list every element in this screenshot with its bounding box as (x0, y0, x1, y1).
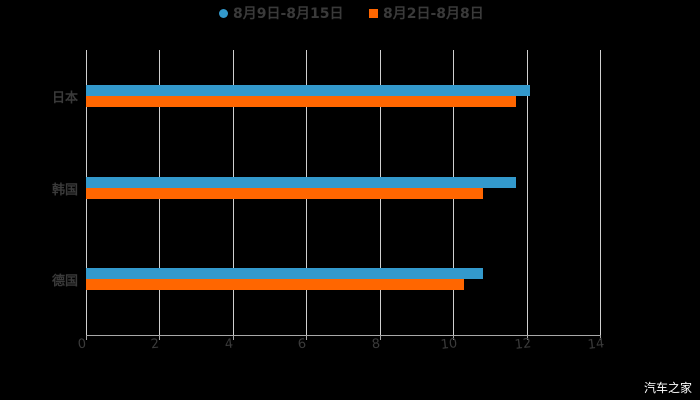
x-tick (600, 335, 601, 340)
legend-label: 8月9日-8月15日 (233, 6, 344, 22)
x-tick-label: 12 (513, 336, 532, 353)
x-tick-label: 2 (150, 336, 161, 353)
x-tick-label: 14 (586, 336, 606, 353)
watermark: 汽车之家 (643, 381, 692, 395)
bar[interactable] (86, 177, 516, 188)
circle-marker-icon (219, 8, 228, 18)
legend-item-series-1[interactable]: 8月9日-8月15日 (219, 4, 344, 22)
x-tick (232, 335, 234, 340)
x-axis-line (86, 335, 600, 336)
y-category-label: 日本 (51, 91, 78, 106)
legend-label: 8月2日-8月8日 (383, 6, 484, 22)
chart-legend: 8月9日-8月15日 8月2日-8月8日 (0, 4, 700, 22)
square-marker-icon (369, 8, 378, 18)
gridline (600, 50, 601, 335)
bar[interactable] (86, 279, 465, 290)
x-tick (306, 335, 308, 340)
bar[interactable] (86, 96, 516, 107)
x-tick (453, 335, 455, 340)
x-tick (379, 335, 381, 340)
x-tick-label: 6 (297, 336, 308, 353)
x-tick (86, 335, 87, 340)
x-tick-label: 10 (440, 336, 459, 353)
x-tick (526, 335, 528, 340)
x-tick (159, 335, 161, 340)
x-tick-label: 0 (77, 336, 87, 353)
x-tick-label: 4 (223, 336, 234, 353)
x-tick-label: 8 (370, 336, 381, 353)
y-category-label: 韩国 (51, 183, 78, 198)
legend-item-series-2[interactable]: 8月2日-8月8日 (369, 4, 484, 22)
gridline (526, 50, 528, 335)
y-category-label: 德国 (51, 274, 78, 289)
bar[interactable] (86, 188, 483, 199)
bar[interactable] (86, 268, 483, 279)
bar[interactable] (86, 85, 531, 96)
